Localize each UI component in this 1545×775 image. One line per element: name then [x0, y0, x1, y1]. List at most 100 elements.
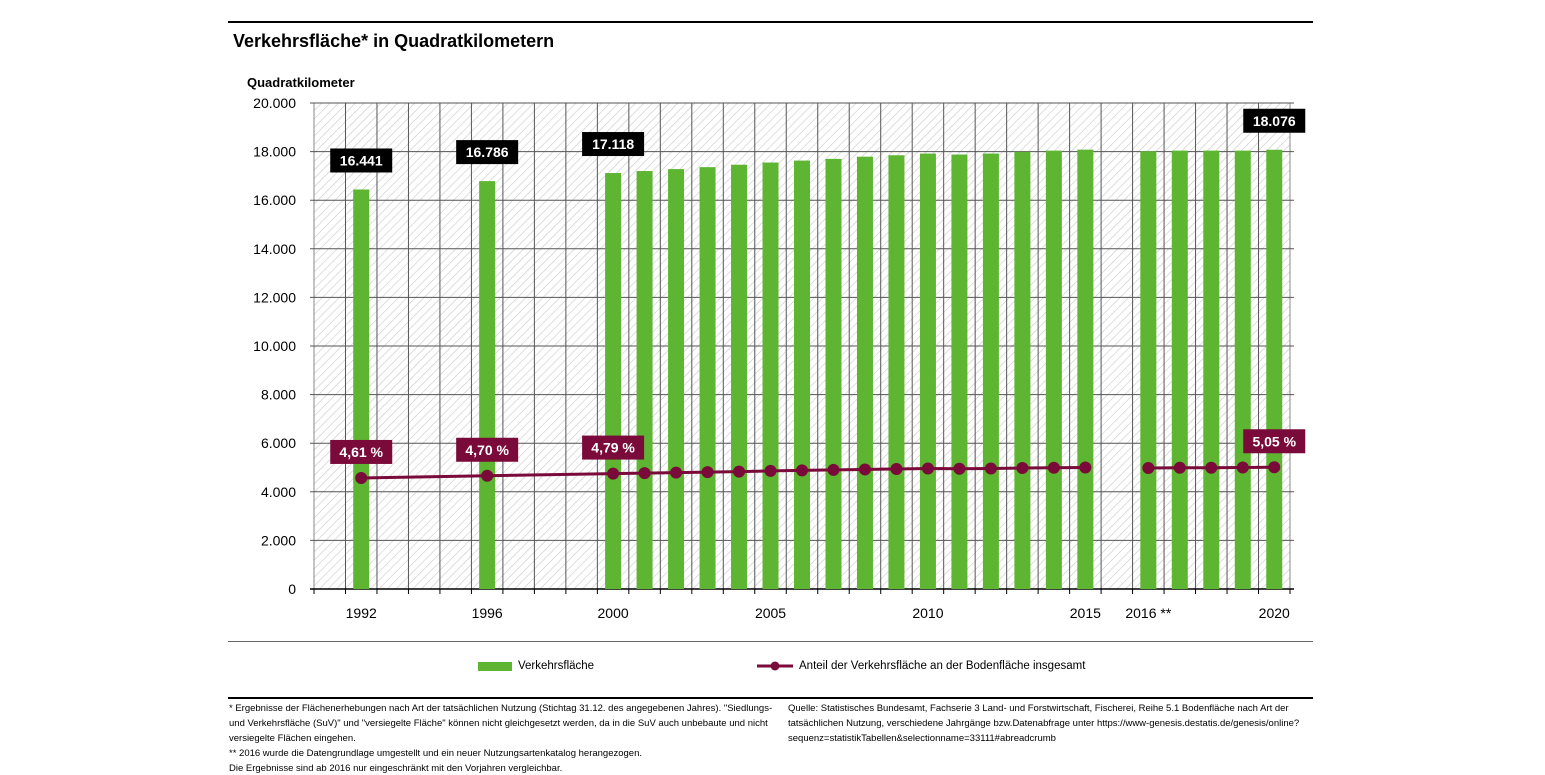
share-value-label-text: 4,70 %	[465, 442, 509, 458]
bar	[479, 181, 496, 589]
y-tick-label: 0	[288, 581, 296, 597]
y-tick-label: 4.000	[261, 484, 296, 500]
legend-swatch-bar	[478, 661, 512, 671]
share-point	[733, 465, 746, 478]
share-point	[890, 462, 903, 475]
share-point	[1047, 461, 1060, 474]
share-point	[764, 464, 777, 477]
share-point	[984, 462, 997, 475]
bar-value-label: 18.076	[1243, 108, 1306, 133]
footnote: ** 2016 wurde die Datengrundlage umgeste…	[229, 748, 643, 759]
legend-label: Verkehrsfläche	[518, 660, 595, 672]
y-axis-label: Quadratkilometer	[247, 75, 355, 90]
share-value-label: 4,70 %	[456, 437, 519, 462]
footnote: * Ergebnisse der Flächenerhebungen nach …	[229, 703, 773, 744]
share-point	[827, 463, 840, 476]
bar-value-label-text: 17.118	[592, 136, 634, 152]
share-point	[1236, 461, 1249, 474]
share-point	[1016, 461, 1029, 474]
x-tick-label: 2015	[1070, 605, 1101, 621]
chart-plot: 0 2.000 4.000 6.000 8.000 10.000 12.000 14.000 1…	[253, 95, 1306, 621]
share-point	[1142, 461, 1155, 474]
y-tick-label: 10.000	[253, 338, 296, 354]
bar-value-label-box	[456, 140, 519, 165]
share-point	[670, 466, 683, 479]
top-rule	[228, 21, 1313, 23]
bar	[982, 153, 999, 589]
share-value-label: 5,05 %	[1243, 429, 1306, 454]
x-tick-label: 2020	[1259, 605, 1290, 621]
bar	[825, 158, 842, 589]
bar-value-label-text: 16.441	[340, 152, 383, 168]
bar	[1203, 150, 1220, 590]
share-point	[796, 464, 808, 477]
x-tick-label: 2000	[598, 605, 629, 621]
bar-value-label-box	[582, 132, 645, 157]
legend-item-line: Anteil der Verkehrsfläche an der Bodenfl…	[757, 660, 1085, 672]
footer-rule	[228, 697, 1313, 699]
share-point	[638, 467, 651, 480]
share-value-label-box	[330, 439, 393, 464]
legend-swatch-line	[757, 661, 793, 671]
bar	[1014, 151, 1031, 589]
share-value-label-text: 4,79 %	[591, 440, 635, 456]
source-note: Quelle: Statistisches Bundesamt, Fachser…	[788, 703, 1300, 744]
share-value-label-box	[1243, 429, 1306, 454]
bar	[353, 189, 370, 589]
share-value-label-box	[456, 437, 519, 462]
share-point	[355, 471, 368, 484]
share-point	[481, 469, 494, 482]
bar-value-label-box	[330, 148, 393, 173]
bar	[762, 162, 779, 589]
x-tick-label: 2010	[912, 605, 943, 621]
bar	[951, 154, 968, 590]
share-point	[1205, 461, 1218, 474]
x-tick-label: 2005	[755, 605, 786, 621]
y-tick-label: 6.000	[261, 435, 296, 451]
bar	[1266, 149, 1283, 589]
share-value-label: 4,61 %	[330, 439, 393, 464]
bar	[699, 167, 716, 590]
bar	[1171, 150, 1188, 590]
y-tick-label: 16.000	[253, 192, 296, 208]
bar	[888, 155, 905, 589]
share-value-label-text: 4,61 %	[339, 444, 383, 460]
share-value-label-box	[582, 435, 645, 460]
bar	[1077, 149, 1094, 589]
bar	[1234, 150, 1251, 590]
bar-value-label: 16.786	[456, 140, 519, 165]
share-point	[701, 466, 714, 479]
y-tick-label: 8.000	[261, 387, 296, 403]
y-tick-label: 18.000	[253, 144, 296, 160]
footnotes-left: * Ergebnisse der Flächenerhebungen nach …	[229, 701, 774, 775]
y-tick-label: 12.000	[253, 289, 296, 305]
bar-value-label-text: 16.786	[466, 144, 509, 160]
bar	[731, 164, 748, 590]
share-point	[1268, 461, 1281, 474]
share-point	[1173, 461, 1186, 474]
share-value-label-text: 5,05 %	[1252, 433, 1296, 449]
bar	[1045, 150, 1062, 590]
bar-value-label: 16.441	[330, 148, 393, 173]
bar	[1140, 151, 1157, 589]
share-point	[858, 463, 871, 476]
bar-value-label-text: 18.076	[1253, 113, 1296, 129]
bar	[636, 171, 653, 590]
bar	[919, 153, 936, 589]
y-tick-label: 20.000	[253, 95, 296, 111]
chart-title: Verkehrsfläche* in Quadratkilometern	[233, 31, 555, 51]
bar	[668, 169, 685, 589]
share-value-label: 4,79 %	[582, 435, 645, 460]
bar	[856, 156, 873, 589]
legend-label: Anteil der Verkehrsfläche an der Bodenfl…	[799, 660, 1086, 672]
share-point	[607, 467, 620, 480]
x-tick-label: 1992	[346, 605, 377, 621]
x-tick-label: 1996	[472, 605, 503, 621]
legend-item-bars: Verkehrsfläche	[478, 660, 594, 672]
y-tick-label: 2.000	[261, 532, 296, 548]
bar	[605, 173, 622, 589]
share-point	[921, 462, 934, 475]
bar	[794, 160, 810, 589]
bar-value-label-box	[1243, 108, 1306, 133]
